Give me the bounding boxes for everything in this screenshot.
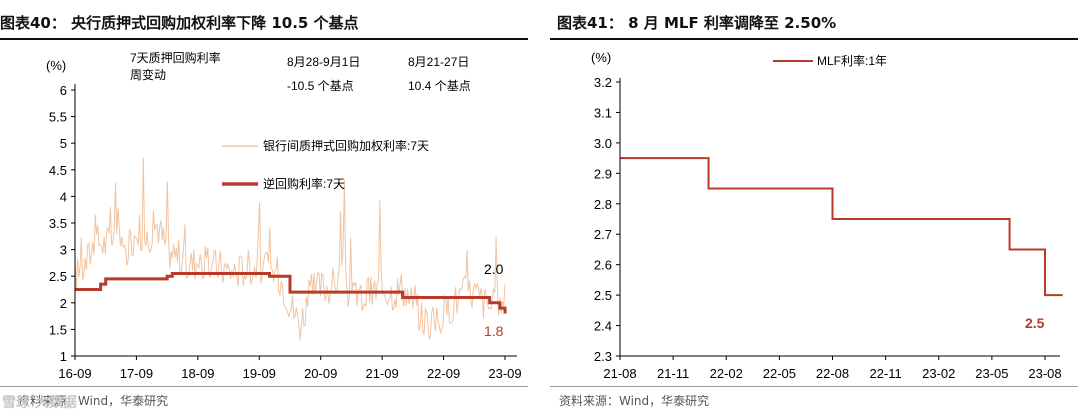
- y-tick-label-2: 2.6: [594, 258, 612, 273]
- y-tick-label: 6: [60, 83, 67, 98]
- x-tick-label-2: 23-02: [922, 366, 955, 381]
- x-tick-label-2: 22-02: [710, 366, 743, 381]
- x-tick-label: 20-09: [304, 366, 337, 381]
- x-tick-label: 19-09: [243, 366, 276, 381]
- y-tick-label-2: 3.2: [594, 75, 612, 90]
- y-tick-label: 3.5: [49, 216, 67, 231]
- y-tick-label-2: 2.9: [594, 166, 612, 181]
- source-note-2: 资料来源：Wind，华泰研究: [559, 394, 710, 408]
- y-tick-label-2: 2.5: [594, 288, 612, 303]
- x-tick-label-2: 22-08: [816, 366, 849, 381]
- end-label-repo: 2.0: [484, 261, 504, 277]
- bottom-rule-2: [550, 386, 1078, 387]
- x-tick-label: 22-09: [427, 366, 460, 381]
- y-unit-label: (%): [46, 58, 66, 73]
- annotation-col1-header: 8月28-9月1日: [287, 55, 360, 69]
- y-unit-label-2: (%): [591, 50, 611, 65]
- series-line-repo: [74, 157, 506, 341]
- bottom-rule-1: [0, 386, 528, 387]
- y-tick-label: 2.5: [49, 269, 67, 284]
- repo-rate-panel: 图表40： 央行质押式回购加权利率下降 10.5 个基点 1 1.5 2 2.5 3 3.…: [0, 0, 530, 417]
- panel-2-title: 图表41： 8 月 MLF 利率调降至 2.50%: [557, 14, 837, 32]
- y-tick-label-2: 3.1: [594, 105, 612, 120]
- y-tick-label-2: 2.7: [594, 227, 612, 242]
- mlf-rate-panel: 图表41： 8 月 MLF 利率调降至 2.50% 2.3 2.4 2.5 2.6 2.…: [545, 0, 1080, 417]
- y-tick-label: 3: [60, 243, 67, 258]
- x-tick-label: 18-09: [181, 366, 214, 381]
- legend-label-reverse-repo: 逆回购利率:7天: [263, 176, 345, 191]
- y-tick-label: 2: [60, 296, 67, 311]
- end-label-reverse-repo: 1.8: [484, 323, 504, 339]
- y-tick-label: 4: [60, 189, 67, 204]
- y-tick-label: 4.5: [49, 163, 67, 178]
- watermark: 雪球 大数据: [2, 395, 77, 411]
- panel-1-title: 图表40： 央行质押式回购加权利率下降 10.5 个基点: [0, 14, 359, 32]
- mlf-rate-chart: 2.3 2.4 2.5 2.6 2.7 2.8 2.9 3.0 3.1 3.2 21-08 21-11…: [591, 50, 1063, 381]
- x-tick-label-2: 21-08: [603, 366, 636, 381]
- x-tick-label: 16-09: [58, 366, 91, 381]
- y-tick-label: 1: [60, 349, 67, 364]
- annotation-label-line1: 7天质押回购利率: [130, 50, 221, 65]
- x-tick-label: 23-09: [488, 366, 521, 381]
- title-rule-2: [550, 38, 1078, 40]
- legend-label-repo: 银行间质押式回购加权利率:7天: [263, 138, 429, 153]
- y-tick-label-2: 2.3: [594, 349, 612, 364]
- x-tick-label-2: 22-11: [869, 366, 901, 381]
- y-tick-label: 5: [60, 136, 67, 151]
- series-line-reverse-repo: [75, 272, 507, 314]
- title-rule-1: [0, 38, 528, 40]
- y-tick-label-2: 2.4: [594, 319, 612, 334]
- x-tick-label: 21-09: [366, 366, 399, 381]
- annotation-label-line2: 周变动: [130, 67, 166, 82]
- annotation-col2-value: 10.4 个基点: [408, 79, 471, 93]
- repo-rate-chart: 1 1.5 2 2.5 3 3.5 4 4.5 5 5.5 6 16-09 17-09 18-09 19-0…: [46, 50, 522, 381]
- legend-label-mlf: MLF利率:1年: [817, 53, 887, 68]
- annotation-col1-value: -10.5 个基点: [287, 79, 354, 93]
- y-tick-label-2: 3.0: [594, 136, 612, 151]
- y-tick-label: 5.5: [49, 110, 67, 125]
- x-tick-label: 17-09: [120, 366, 153, 381]
- end-label-mlf: 2.5: [1025, 315, 1045, 331]
- x-tick-label-2: 23-08: [1028, 366, 1061, 381]
- x-tick-label-2: 22-05: [763, 366, 796, 381]
- x-tick-label-2: 21-11: [657, 366, 689, 381]
- annotation-col2-header: 8月21-27日: [408, 55, 469, 69]
- y-tick-label-2: 2.8: [594, 197, 612, 212]
- y-tick-label: 1.5: [49, 322, 67, 337]
- series-line-mlf: [620, 157, 1063, 297]
- source-note-1: 资料来源：Wind，华泰研究: [18, 394, 169, 408]
- x-tick-label-2: 23-05: [975, 366, 1008, 381]
